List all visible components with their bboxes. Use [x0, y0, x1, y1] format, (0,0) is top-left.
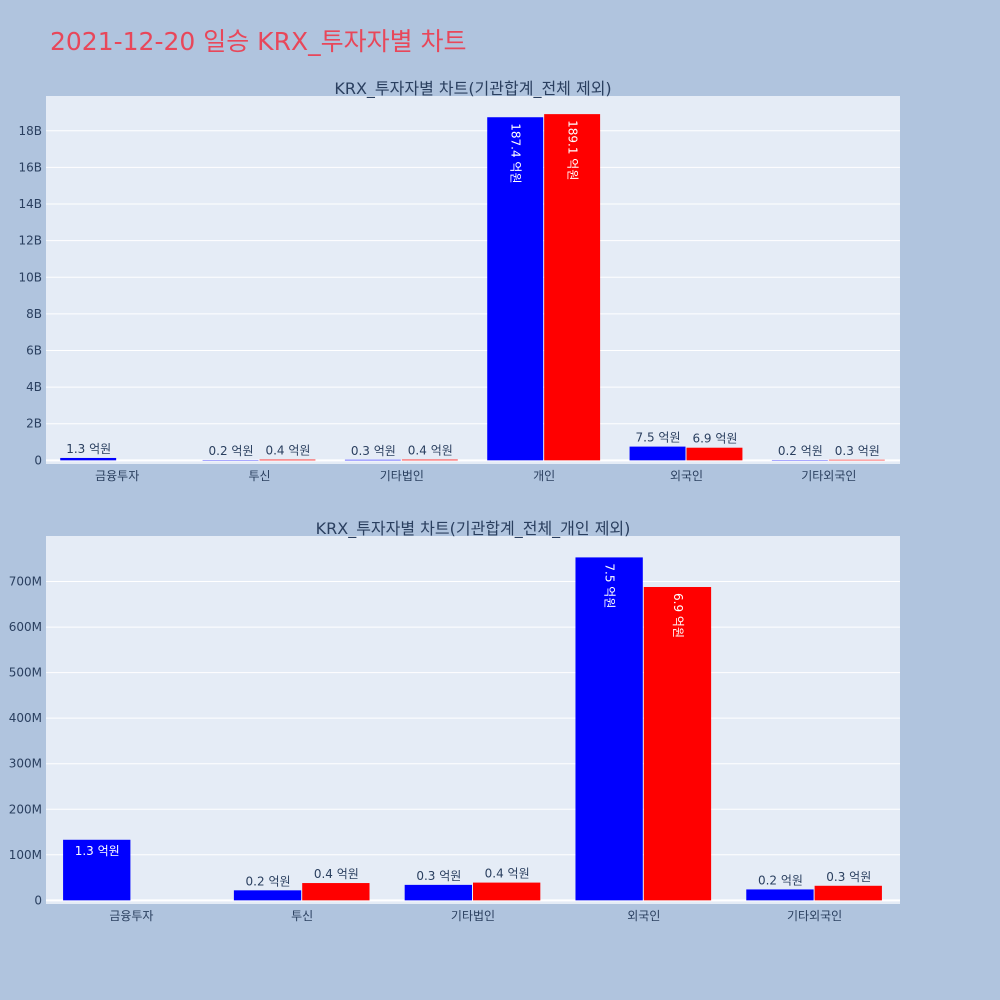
- bar: [473, 882, 541, 901]
- bar: [404, 884, 472, 901]
- bar: [302, 883, 370, 901]
- bar: [60, 457, 117, 461]
- bar-label: 6.9 억원: [692, 432, 737, 446]
- y-tick-label: 8B: [26, 307, 42, 321]
- bar-label: 1.3 억원: [66, 442, 111, 456]
- bar: [629, 446, 686, 461]
- y-tick-label: 0: [34, 453, 42, 467]
- y-tick-label: 6B: [26, 343, 42, 357]
- x-tick-label: 투신: [291, 909, 313, 923]
- x-tick-label: 기타외국인: [787, 909, 842, 923]
- bar-label: 7.5 억원: [636, 431, 681, 445]
- x-tick-label: 기타법인: [451, 909, 495, 923]
- bar-label: 189.1 억원: [566, 120, 580, 180]
- bar-label: 0.2 억원: [778, 444, 823, 458]
- y-tick-label: 12B: [18, 234, 42, 248]
- plot-area: [46, 96, 900, 464]
- y-tick-label: 10B: [18, 270, 42, 284]
- bar: [575, 557, 643, 901]
- chart-title: KRX_투자자별 차트(기관합계_전체 제외): [334, 79, 611, 99]
- y-tick-label: 2B: [26, 417, 42, 431]
- page-title: 2021-12-20 일승 KRX_투자자별 차트: [50, 27, 467, 56]
- x-tick-label: 금융투자: [95, 469, 139, 483]
- bar: [487, 117, 544, 461]
- bar-label: 0.2 억원: [246, 874, 291, 888]
- y-tick-label: 400M: [9, 711, 42, 725]
- y-tick-label: 16B: [18, 160, 42, 174]
- chart-title: KRX_투자자별 차트(기관합계_전체_개인 제외): [316, 519, 631, 539]
- bar: [643, 587, 712, 901]
- plot-area: [46, 536, 900, 904]
- bar-label: 7.5 억원: [603, 563, 617, 608]
- bar: [401, 459, 458, 461]
- bar-label: 0.4 억원: [408, 444, 453, 458]
- bar-label: 0.3 억원: [835, 444, 880, 458]
- y-tick-label: 700M: [9, 575, 42, 589]
- bar: [814, 885, 882, 901]
- bar-label: 0.3 억원: [416, 869, 461, 883]
- y-tick-label: 4B: [26, 380, 42, 394]
- bar-label: 0.4 억원: [314, 867, 359, 881]
- y-tick-label: 300M: [9, 757, 42, 771]
- chart-top: KRX_투자자별 차트(기관합계_전체 제외) 0 2B 4B 6B 8B 10B 12B 1…: [18, 79, 900, 483]
- y-tick-label: 14B: [18, 197, 42, 211]
- x-tick-label: 금융투자: [109, 909, 153, 923]
- x-tick-label: 외국인: [627, 909, 660, 923]
- bar: [544, 114, 601, 461]
- y-tick-label: 100M: [9, 848, 42, 862]
- x-tick-label: 개인: [533, 469, 555, 483]
- bar: [63, 839, 131, 901]
- bar: [344, 459, 401, 461]
- bar: [828, 459, 885, 461]
- bar-label: 0.4 억원: [265, 444, 310, 458]
- bar: [746, 889, 814, 901]
- bar-label: 0.3 억원: [826, 870, 871, 884]
- x-tick-label: 기타외국인: [801, 469, 856, 483]
- x-tick-label: 기타법인: [380, 469, 424, 483]
- y-tick-label: 0: [34, 893, 42, 907]
- y-tick-label: 18B: [18, 124, 42, 138]
- bar: [686, 447, 743, 461]
- bar: [233, 890, 302, 901]
- bar-label: 1.3 억원: [75, 844, 120, 858]
- bar-label: 0.2 억원: [758, 873, 803, 887]
- y-tick-label: 200M: [9, 802, 42, 816]
- bar-label: 187.4 억원: [509, 123, 523, 183]
- bar-label: 0.3 억원: [351, 444, 396, 458]
- x-tick-label: 투신: [248, 469, 270, 483]
- y-tick-label: 500M: [9, 666, 42, 680]
- bar: [259, 459, 316, 461]
- y-tick-label: 600M: [9, 620, 42, 634]
- x-tick-label: 외국인: [670, 469, 703, 483]
- bar-label: 0.2 억원: [209, 444, 254, 458]
- bar-label: 6.9 억원: [671, 593, 685, 638]
- chart-bottom: KRX_투자자별 차트(기관합계_전체_개인 제외) 0 100M 200M 300M…: [9, 519, 900, 923]
- bar-label: 0.4 억원: [485, 867, 530, 881]
